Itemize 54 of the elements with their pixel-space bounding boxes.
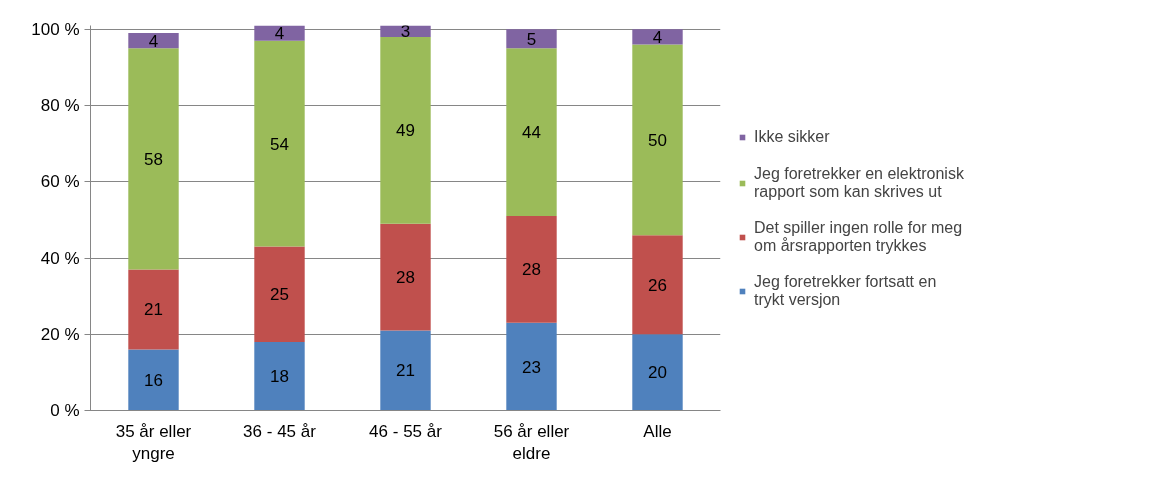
- data-label: 54: [270, 134, 289, 154]
- x-tick-label: 56 år eller eldre: [493, 421, 570, 464]
- data-label: 20: [648, 363, 667, 383]
- legend-label: Jeg foretrekker fortsatt en trykt versjon: [754, 272, 937, 309]
- data-label: 44: [522, 123, 541, 143]
- bar: [128, 349, 179, 411]
- data-label: 23: [522, 357, 541, 377]
- y-tick-label: 40 %: [40, 248, 80, 268]
- bar: [128, 269, 179, 350]
- bar: [506, 216, 557, 323]
- data-label: 49: [396, 121, 415, 141]
- bar: [632, 29, 683, 45]
- bar: [254, 25, 305, 41]
- bar: [380, 223, 431, 331]
- y-tick-label: 100 %: [31, 19, 80, 39]
- bar: [632, 334, 683, 411]
- bar: [128, 48, 179, 270]
- data-label: 25: [270, 285, 289, 305]
- data-label: 21: [144, 300, 163, 320]
- data-label: 5: [526, 29, 537, 49]
- legend-label: Jeg foretrekker en elektronisk rapport som kan skrives ut: [754, 164, 964, 201]
- data-label: 4: [274, 24, 285, 44]
- data-label: 28: [396, 268, 415, 288]
- bar: [128, 33, 179, 49]
- y-tick-label: 20 %: [40, 324, 80, 344]
- x-tick-label: Alle: [643, 421, 672, 441]
- bar: [632, 235, 683, 335]
- y-tick-label: 0 %: [50, 401, 80, 420]
- data-label: 50: [648, 130, 667, 150]
- bar: [380, 330, 431, 411]
- data-label: 18: [270, 367, 289, 387]
- data-label: 21: [396, 361, 415, 381]
- legend-label: Ikke sikker: [754, 126, 830, 147]
- y-tick-label: 60 %: [40, 172, 80, 192]
- data-label: 4: [652, 27, 663, 47]
- bar: [506, 322, 557, 411]
- data-label: 28: [522, 260, 541, 280]
- bar: [254, 246, 305, 342]
- x-tick-label: 36 - 45 år: [243, 421, 317, 441]
- data-label: 4: [148, 31, 159, 51]
- data-label: 3: [400, 22, 411, 42]
- x-tick-label: 46 - 55 år: [369, 421, 443, 441]
- legend-label: Det spiller ingen rolle for meg om årsrapporten trykkes: [754, 218, 963, 255]
- data-label: 58: [144, 149, 163, 169]
- data-label: 26: [648, 275, 667, 295]
- bar: [506, 29, 557, 49]
- data-label: 16: [144, 371, 163, 390]
- bar: [632, 44, 683, 236]
- y-tick-label: 80 %: [40, 96, 80, 116]
- bar: [254, 40, 305, 247]
- bar: [380, 36, 431, 224]
- bar: [254, 341, 305, 411]
- x-tick-label: 35 år eller yngre: [115, 421, 192, 464]
- bar: [506, 48, 557, 217]
